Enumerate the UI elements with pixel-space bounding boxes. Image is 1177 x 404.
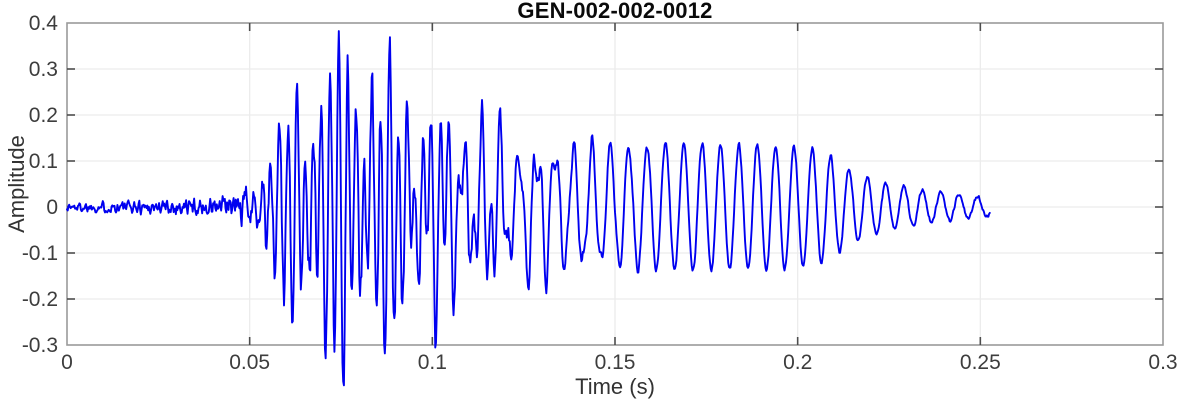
- y-tick-label: -0.1: [22, 242, 58, 265]
- chart-title: GEN-002-002-0012: [517, 0, 713, 23]
- y-tick-label: 0.1: [29, 150, 58, 173]
- x-axis-label: Time (s): [575, 374, 655, 399]
- x-tick-label: 0: [61, 351, 73, 374]
- y-tick-label: 0.2: [29, 104, 58, 127]
- x-tick-label: 0.25: [960, 351, 1001, 374]
- y-tick-label: 0.3: [29, 58, 58, 81]
- x-tick-label: 0.3: [1148, 351, 1177, 374]
- y-axis-label: Amplitude: [4, 135, 29, 233]
- x-tick-label: 0.2: [783, 351, 812, 374]
- x-tick-label: 0.15: [595, 351, 636, 374]
- x-tick-label: 0.1: [418, 351, 447, 374]
- y-tick-label: -0.3: [22, 334, 58, 357]
- y-tick-label: -0.2: [22, 288, 58, 311]
- waveform-trace: [66, 30, 991, 387]
- y-tick-label: 0: [46, 196, 58, 219]
- y-tick-label: 0.4: [29, 12, 59, 35]
- x-tick-label: 0.05: [229, 351, 270, 374]
